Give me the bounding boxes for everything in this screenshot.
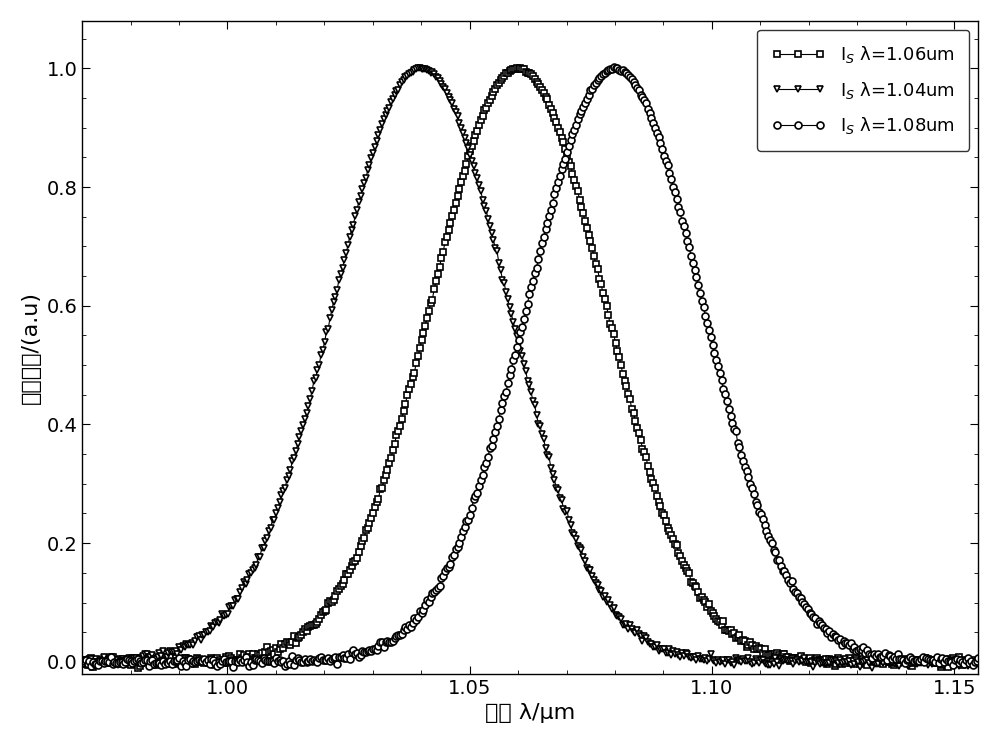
I$_S$ λ=1.08um: [509, 351, 521, 360]
Y-axis label: 衍射强度/(a.u): 衍射强度/(a.u): [21, 291, 41, 404]
I$_S$ λ=1.04um: [76, 655, 88, 664]
X-axis label: 波长 λ/μm: 波长 λ/μm: [485, 703, 575, 723]
I$_S$ λ=1.06um: [954, 658, 966, 667]
Legend: I$_S$ λ=1.06um, I$_S$ λ=1.04um, I$_S$ λ=1.08um: I$_S$ λ=1.06um, I$_S$ λ=1.04um, I$_S$ λ=…: [757, 30, 969, 150]
I$_S$ λ=1.08um: [563, 141, 575, 150]
Line: I$_S$ λ=1.04um: I$_S$ λ=1.04um: [79, 65, 982, 672]
I$_S$ λ=1.08um: [227, 662, 239, 671]
Line: I$_S$ λ=1.06um: I$_S$ λ=1.06um: [79, 65, 982, 671]
I$_S$ λ=1.08um: [613, 65, 625, 74]
I$_S$ λ=1.04um: [813, 658, 825, 667]
I$_S$ λ=1.04um: [954, 658, 966, 667]
I$_S$ λ=1.08um: [608, 63, 620, 72]
I$_S$ λ=1.06um: [504, 66, 516, 75]
I$_S$ λ=1.04um: [504, 303, 516, 312]
I$_S$ λ=1.04um: [866, 664, 878, 673]
I$_S$ λ=1.06um: [76, 660, 88, 669]
I$_S$ λ=1.04um: [509, 324, 521, 333]
I$_S$ λ=1.06um: [814, 655, 826, 664]
I$_S$ λ=1.06um: [132, 663, 144, 672]
I$_S$ λ=1.06um: [972, 658, 984, 667]
I$_S$ λ=1.06um: [613, 353, 625, 362]
I$_S$ λ=1.08um: [972, 654, 984, 663]
I$_S$ λ=1.08um: [504, 371, 516, 380]
Line: I$_S$ λ=1.08um: I$_S$ λ=1.08um: [79, 64, 982, 670]
I$_S$ λ=1.04um: [611, 611, 623, 620]
I$_S$ λ=1.06um: [565, 161, 577, 170]
I$_S$ λ=1.06um: [511, 64, 523, 73]
I$_S$ λ=1.08um: [814, 618, 826, 627]
I$_S$ λ=1.08um: [954, 655, 966, 664]
I$_S$ λ=1.06um: [509, 64, 521, 73]
I$_S$ λ=1.04um: [972, 660, 984, 669]
I$_S$ λ=1.04um: [563, 515, 575, 524]
I$_S$ λ=1.08um: [76, 659, 88, 668]
I$_S$ λ=1.04um: [412, 64, 424, 73]
